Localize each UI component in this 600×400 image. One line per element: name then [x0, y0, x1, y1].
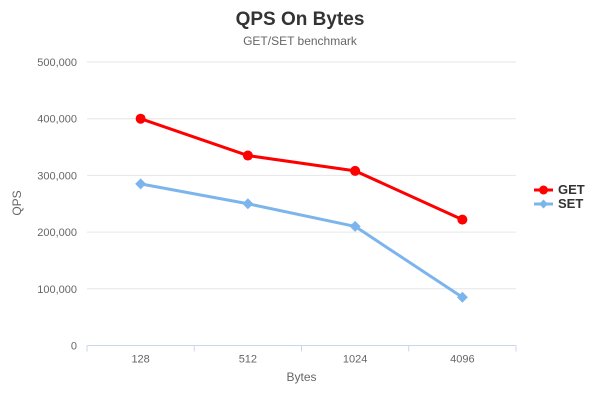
series-line-get[interactable] — [140, 117, 463, 221]
data-point-get[interactable] — [350, 165, 361, 176]
data-point-get[interactable] — [242, 150, 253, 161]
x-tick-label: 512 — [239, 354, 257, 366]
data-point-set[interactable] — [349, 220, 361, 232]
x-tick-label: 1024 — [343, 354, 367, 366]
chart-title: QPS On Bytes — [235, 9, 365, 30]
legend-label: SET — [558, 196, 584, 211]
legend-item-get[interactable]: GET — [534, 182, 585, 197]
y-tick-label: 300,000 — [37, 170, 77, 182]
y-tick-label: 0 — [71, 341, 77, 353]
y-tick-label: 100,000 — [37, 284, 77, 296]
legend-marker-circle-icon — [534, 185, 553, 195]
x-axis-title: Bytes — [286, 370, 317, 384]
x-tick-label: 4096 — [450, 354, 474, 366]
y-axis-title: QPS — [10, 190, 24, 216]
y-tick-label: 500,000 — [37, 57, 77, 69]
y-tick-label: 200,000 — [37, 227, 77, 239]
data-point-get[interactable] — [457, 214, 468, 225]
legend-label: GET — [558, 182, 585, 197]
data-point-set[interactable] — [456, 291, 468, 303]
legend: GET SET — [534, 182, 585, 211]
legend-item-set[interactable]: SET — [534, 196, 585, 211]
data-point-set[interactable] — [135, 178, 147, 190]
y-tick-label: 400,000 — [37, 114, 77, 126]
data-point-get[interactable] — [135, 113, 146, 124]
chart-subtitle: GET/SET benchmark — [243, 34, 357, 48]
legend-marker-diamond-icon — [534, 199, 553, 209]
data-point-set[interactable] — [242, 198, 254, 210]
x-tick-label: 128 — [131, 354, 149, 366]
series-line-set[interactable] — [140, 182, 464, 299]
